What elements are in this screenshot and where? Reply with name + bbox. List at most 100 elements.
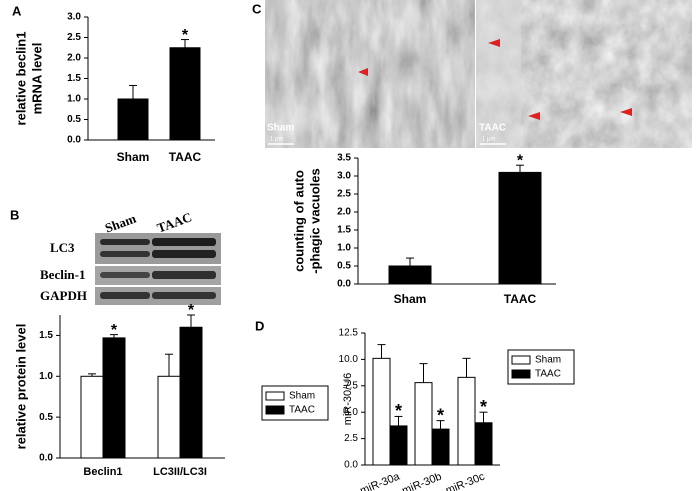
bar	[179, 326, 203, 459]
legend-label: TAAC	[535, 369, 561, 380]
y-tick-label: 7.5	[344, 380, 358, 391]
row-label: LC3	[50, 240, 75, 255]
y-tick-label: 0.0	[337, 279, 351, 290]
bar	[80, 375, 104, 459]
image-label: Sham	[267, 123, 294, 134]
y-tick-label: 3.0	[67, 12, 81, 23]
bar	[431, 428, 450, 466]
legend-swatch	[265, 391, 285, 401]
band	[100, 239, 150, 245]
arrow	[620, 108, 632, 116]
y-tick-label: 12.5	[339, 328, 359, 339]
y-tick-label: 0.5	[39, 412, 53, 423]
bar	[389, 425, 408, 466]
band	[152, 292, 216, 299]
x-tick-label: TAAC	[504, 292, 537, 306]
x-tick-label: LC3II/LC3I	[153, 466, 207, 478]
bar	[498, 171, 542, 285]
y-tick-label: 10.0	[339, 354, 359, 365]
y-axis-label: relative beclin1	[13, 32, 28, 126]
x-tick-label: Beclin1	[83, 466, 122, 478]
row-label: Beclin-1	[40, 267, 86, 282]
bar	[169, 47, 201, 141]
panel-letter: A	[12, 3, 22, 18]
y-tick-label: 1.5	[337, 225, 351, 236]
annotation: *	[517, 152, 524, 169]
image-label: TAAC	[479, 123, 506, 134]
bar	[102, 337, 126, 459]
bar	[372, 357, 391, 466]
micrographs: C Sham TAAC 1 μm 1 μm	[252, 0, 692, 148]
annotation: *	[111, 322, 118, 339]
bar	[474, 422, 493, 466]
y-tick-label: 1.0	[67, 94, 81, 105]
y-tick-label: 1.0	[337, 243, 351, 254]
x-tick-label: miR-30a	[358, 470, 402, 491]
light-region	[476, 0, 521, 148]
x-tick-label: Sham	[117, 150, 150, 164]
band	[152, 238, 216, 246]
annotation: *	[395, 401, 402, 421]
blot-row	[95, 233, 221, 264]
y-tick-label: 2.5	[344, 433, 358, 444]
y-tick-label: 3.0	[337, 171, 351, 182]
y-axis-label: -phagic vacuoles	[307, 168, 322, 273]
y-tick-label: 2.5	[337, 189, 351, 200]
y-tick-label: 5.0	[344, 407, 358, 418]
arrow	[358, 68, 368, 76]
micrograph	[265, 0, 475, 148]
legend-label: Sham	[289, 391, 315, 402]
western-blot: B Sham TAAC LC3 Beclin-1 GAPDH	[10, 207, 221, 305]
bar	[388, 265, 432, 285]
panel-letter: C	[252, 1, 262, 16]
bar	[457, 376, 476, 466]
y-axis-label: mRNA level	[29, 43, 44, 115]
legend-swatch	[511, 355, 531, 365]
x-tick-label: miR-30c	[444, 470, 487, 491]
legend-swatch	[265, 405, 285, 415]
y-axis-label: relative protein level	[13, 324, 28, 450]
annotation: *	[437, 405, 444, 425]
y-tick-label: 0.5	[67, 114, 81, 125]
band	[152, 250, 216, 258]
y-tick-label: 2.0	[67, 53, 81, 64]
y-tick-label: 0.0	[344, 460, 358, 471]
arrow	[488, 39, 500, 47]
row-label: GAPDH	[40, 288, 87, 303]
panel-letter: D	[255, 318, 264, 333]
y-tick-label: 1.0	[39, 371, 53, 382]
lane-label: TAAC	[155, 209, 194, 235]
y-tick-label: 1.5	[67, 73, 81, 84]
band	[100, 292, 150, 299]
arrow	[528, 112, 540, 120]
y-tick-label: 0.0	[39, 453, 53, 464]
bar	[414, 382, 433, 466]
y-tick-label: 0.5	[337, 261, 351, 272]
panel-letter: B	[10, 207, 19, 222]
scale-label: 1 μm	[270, 137, 283, 143]
bar	[117, 98, 149, 141]
x-tick-label: miR-30b	[400, 471, 443, 491]
scale-label: 1 μm	[482, 137, 495, 143]
annotation: *	[188, 302, 195, 319]
annotation: *	[182, 27, 189, 44]
band	[100, 272, 150, 278]
x-tick-label: Sham	[394, 292, 427, 306]
annotation: *	[480, 397, 487, 417]
legend-label: TAAC	[289, 405, 315, 416]
y-tick-label: 2.5	[67, 32, 81, 43]
lane-label: Sham	[103, 211, 138, 236]
y-tick-label: 0.0	[67, 135, 81, 146]
legend-label: Sham	[535, 355, 561, 366]
bar	[157, 375, 181, 459]
x-tick-label: TAAC	[169, 150, 202, 164]
band	[100, 251, 150, 257]
y-tick-label: 3.5	[337, 153, 351, 164]
y-tick-label: 1.5	[39, 330, 53, 341]
legend-swatch	[511, 369, 531, 379]
y-axis-label: miR-30/U6	[342, 373, 354, 426]
y-axis-label: counting of auto	[291, 170, 306, 272]
y-tick-label: 2.0	[337, 207, 351, 218]
band	[152, 271, 216, 279]
